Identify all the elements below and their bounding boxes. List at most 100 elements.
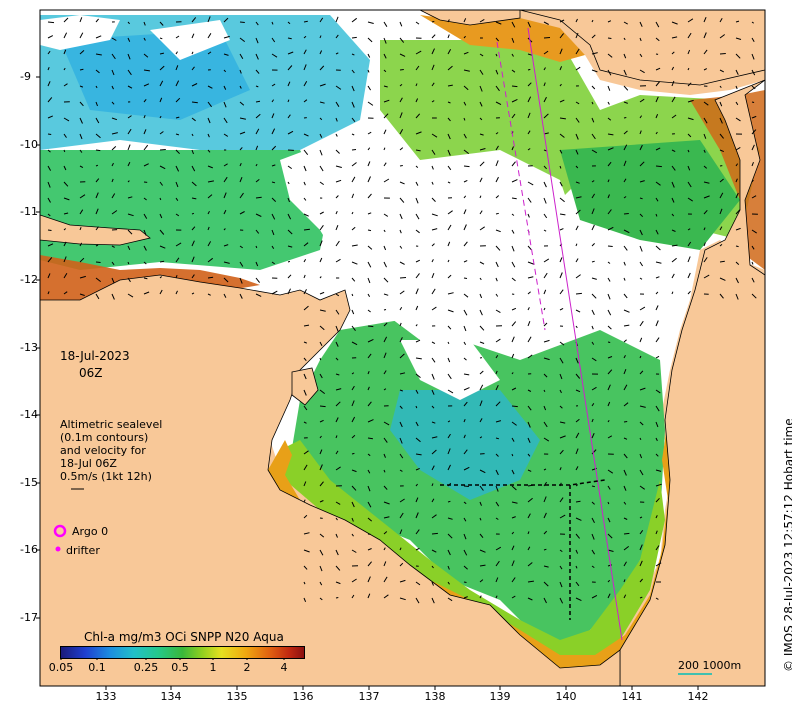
velocity-arrow <box>431 20 435 23</box>
velocity-arrow <box>703 209 708 215</box>
velocity-arrow <box>175 133 180 136</box>
velocity-arrow <box>511 307 517 311</box>
velocity-arrow <box>383 322 388 327</box>
velocity-arrow <box>463 195 467 199</box>
velocity-arrow <box>383 129 387 135</box>
velocity-arrow <box>303 450 309 455</box>
velocity-arrow <box>559 549 563 553</box>
velocity-arrow <box>335 373 340 376</box>
velocity-arrow <box>447 101 451 104</box>
velocity-arrow <box>383 213 389 217</box>
velocity-arrow <box>511 321 517 327</box>
velocity-arrow <box>639 21 643 27</box>
velocity-arrow <box>527 68 531 71</box>
velocity-arrow <box>463 18 467 23</box>
velocity-arrow <box>47 181 51 188</box>
velocity-arrow <box>191 66 195 71</box>
velocity-arrow <box>303 274 306 279</box>
velocity-arrow <box>527 336 532 343</box>
velocity-arrow <box>479 469 486 474</box>
velocity-arrow <box>591 565 595 569</box>
velocity-arrow <box>623 309 630 313</box>
velocity-arrow <box>303 305 309 311</box>
velocity-arrow <box>639 180 645 183</box>
velocity-arrow <box>63 228 67 231</box>
velocity-arrow <box>511 437 515 442</box>
velocity-arrow <box>399 128 404 135</box>
velocity-arrow <box>495 577 499 583</box>
velocity-arrow <box>287 260 291 263</box>
velocity-arrow <box>559 165 562 169</box>
velocity-arrow <box>511 560 515 567</box>
velocity-arrow <box>431 165 434 170</box>
legend-line: (0.1m contours) <box>60 431 149 444</box>
velocity-arrow <box>383 561 387 567</box>
velocity-arrow <box>687 181 692 188</box>
velocity-arrow <box>511 85 518 88</box>
velocity-arrow <box>399 147 404 151</box>
velocity-arrow <box>383 261 387 268</box>
velocity-arrow <box>207 180 214 183</box>
velocity-arrow <box>591 243 595 247</box>
velocity-arrow <box>543 405 547 411</box>
velocity-arrow <box>623 485 627 491</box>
velocity-arrow <box>607 101 610 105</box>
velocity-arrow <box>303 389 307 396</box>
velocity-arrow <box>383 147 386 151</box>
velocity-arrow <box>415 149 421 152</box>
colorbar-tick: 0.5 <box>171 661 189 674</box>
velocity-arrow <box>79 133 83 140</box>
velocity-arrow <box>735 163 739 167</box>
velocity-arrow <box>271 197 277 202</box>
velocity-arrow <box>623 546 630 551</box>
velocity-arrow <box>351 277 356 282</box>
velocity-arrow <box>623 369 627 375</box>
velocity-arrow <box>559 357 564 364</box>
velocity-arrow <box>367 85 372 91</box>
velocity-arrow <box>495 437 500 440</box>
velocity-arrow <box>191 292 195 295</box>
velocity-arrow <box>575 117 580 123</box>
velocity-arrow <box>463 419 466 423</box>
velocity-arrow <box>703 149 706 153</box>
velocity-arrow <box>383 531 388 535</box>
velocity-arrow <box>271 245 275 249</box>
velocity-arrow <box>303 514 308 519</box>
velocity-arrow <box>719 244 723 247</box>
velocity-arrow <box>511 69 516 73</box>
velocity-arrow <box>719 149 724 153</box>
velocity-arrow <box>543 565 549 568</box>
velocity-arrow <box>543 389 546 393</box>
velocity-arrow <box>447 84 453 87</box>
velocity-arrow <box>607 549 614 552</box>
velocity-arrow <box>527 245 532 251</box>
velocity-arrow <box>431 82 435 87</box>
velocity-arrow <box>287 165 292 170</box>
velocity-arrow <box>383 162 387 167</box>
velocity-arrow <box>335 16 339 23</box>
velocity-arrow <box>479 195 482 199</box>
velocity-arrow <box>543 96 547 103</box>
velocity-arrow <box>367 517 373 522</box>
velocity-arrow <box>159 229 165 235</box>
velocity-arrow <box>447 448 451 455</box>
velocity-arrow <box>655 405 660 412</box>
velocity-arrow <box>575 484 579 487</box>
velocity-arrow <box>399 213 403 220</box>
velocity-arrow <box>127 53 131 60</box>
velocity-arrow <box>351 117 356 123</box>
velocity-arrow <box>591 101 594 105</box>
velocity-arrow <box>463 241 468 247</box>
velocity-arrow <box>207 276 214 279</box>
velocity-arrow <box>527 291 531 295</box>
velocity-arrow <box>527 261 534 265</box>
velocity-arrow <box>175 257 180 263</box>
lon-tick-label: 138 <box>424 690 446 703</box>
velocity-arrow <box>671 181 675 188</box>
velocity-arrow <box>527 53 533 56</box>
velocity-arrow <box>527 497 533 503</box>
velocity-arrow <box>431 243 435 247</box>
velocity-arrow <box>479 384 484 391</box>
velocity-arrow <box>671 36 678 39</box>
